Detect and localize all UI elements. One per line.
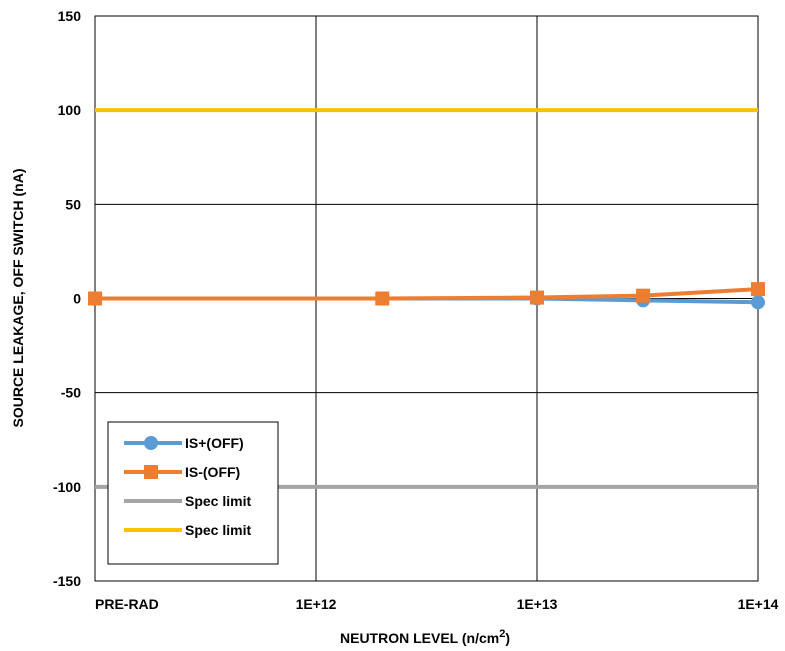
legend-label: IS-(OFF) (185, 464, 240, 480)
legend-marker (144, 436, 158, 450)
legend-box (107, 421, 279, 565)
x-tick-label: 1E+13 (517, 596, 558, 612)
series-group (88, 282, 765, 310)
y-tick-labels: 150 100 50 0 -50 -100 -150 (53, 8, 81, 589)
data-point (751, 295, 765, 310)
y-tick-label: 100 (58, 102, 82, 118)
y-tick-label: -50 (61, 385, 81, 401)
x-axis-title: NEUTRON LEVEL (n/cm2) (340, 628, 510, 646)
y-tick-label: 50 (65, 196, 81, 212)
legend-label: Spec limit (185, 522, 251, 538)
legend: IS+(OFF) IS-(OFF) Spec limit Spec limit (107, 421, 279, 565)
y-axis-title: SOURCE LEAKAGE, OFF SWITCH (nA) (10, 169, 26, 428)
x-tick-label: 1E+14 (738, 596, 779, 612)
legend-label: IS+(OFF) (185, 435, 244, 451)
data-point (88, 291, 102, 306)
x-tick-labels: PRE-RAD 1E+12 1E+13 1E+14 (95, 596, 779, 612)
legend-marker (144, 465, 158, 479)
x-tick-label: PRE-RAD (95, 596, 159, 612)
data-point (751, 282, 765, 297)
data-point (375, 291, 390, 306)
y-tick-label: -100 (53, 479, 81, 495)
data-point (636, 288, 651, 303)
y-tick-label: 0 (73, 291, 81, 307)
y-tick-label: -150 (53, 573, 81, 589)
x-tick-label: 1E+12 (296, 596, 337, 612)
legend-label: Spec limit (185, 493, 251, 509)
y-tick-label: 150 (58, 8, 82, 24)
data-point (530, 290, 544, 305)
